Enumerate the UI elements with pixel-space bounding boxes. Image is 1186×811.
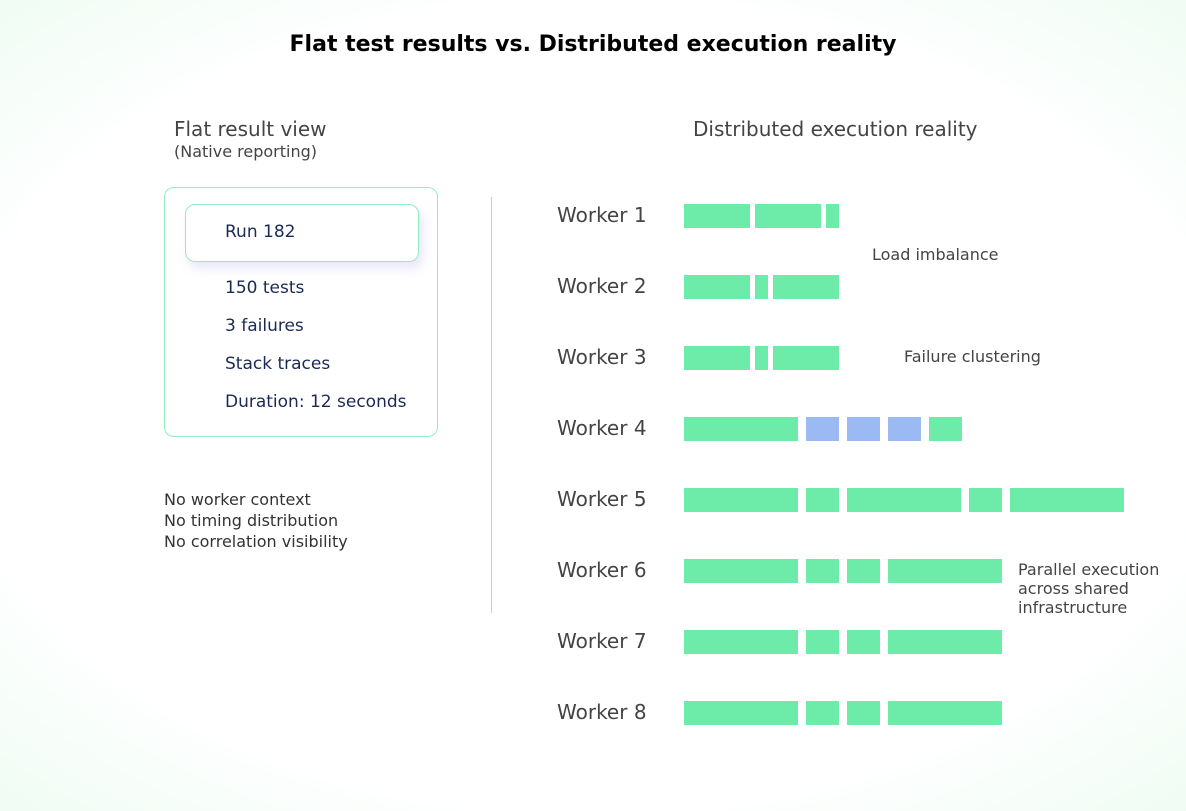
failed-test-segment [888, 417, 921, 441]
result-failures: 3 failures [225, 316, 304, 336]
test-segment [806, 630, 839, 654]
worker-label: Worker 8 [557, 700, 647, 724]
test-segment [888, 559, 1002, 583]
test-segment [806, 488, 839, 512]
test-segment [755, 275, 768, 299]
annotation-parallel: Parallel execution [1018, 560, 1160, 579]
left-subheading: (Native reporting) [174, 142, 317, 161]
test-segment [755, 204, 821, 228]
annotation-failure-clustering: Failure clustering [904, 347, 1041, 366]
test-segment [847, 701, 880, 725]
result-stack-traces: Stack traces [225, 354, 331, 374]
worker-label: Worker 5 [557, 487, 647, 511]
test-segment [888, 701, 1002, 725]
note: No worker context [164, 490, 311, 509]
diagram-title: Flat test results vs. Distributed execut… [289, 32, 897, 57]
test-segment [684, 275, 750, 299]
worker-label: Worker 2 [557, 274, 647, 298]
result-tests: 150 tests [225, 278, 305, 298]
test-segment [847, 488, 961, 512]
run-label: Run 182 [225, 222, 296, 242]
result-duration: Duration: 12 seconds [225, 392, 407, 412]
annotation-parallel: across shared [1018, 579, 1129, 598]
run-box [185, 204, 419, 262]
worker-label: Worker 6 [557, 558, 647, 582]
worker-label: Worker 1 [557, 203, 647, 227]
note: No timing distribution [164, 511, 339, 530]
test-segment [684, 204, 750, 228]
test-segment [806, 701, 839, 725]
right-heading: Distributed execution reality [693, 117, 978, 141]
test-segment [684, 346, 750, 370]
test-segment [969, 488, 1002, 512]
annotation-parallel: infrastructure [1018, 598, 1128, 617]
worker-label: Worker 7 [557, 629, 647, 653]
test-segment [929, 417, 962, 441]
test-segment [773, 275, 839, 299]
test-segment [888, 630, 1002, 654]
worker-label: Worker 3 [557, 345, 647, 369]
failed-test-segment [847, 417, 880, 441]
test-segment [826, 204, 839, 228]
test-segment [1010, 488, 1124, 512]
test-segment [755, 346, 768, 370]
left-heading: Flat result view [174, 117, 327, 141]
note: No correlation visibility [164, 532, 348, 551]
annotation-load-imbalance: Load imbalance [872, 245, 999, 264]
test-segment [773, 346, 839, 370]
failed-test-segment [806, 417, 839, 441]
worker-label: Worker 4 [557, 416, 647, 440]
test-segment [684, 488, 798, 512]
test-segment [847, 630, 880, 654]
divider [491, 197, 492, 613]
test-segment [806, 559, 839, 583]
test-segment [847, 559, 880, 583]
test-segment [684, 701, 798, 725]
test-segment [684, 559, 798, 583]
test-segment [684, 630, 798, 654]
test-segment [684, 417, 798, 441]
